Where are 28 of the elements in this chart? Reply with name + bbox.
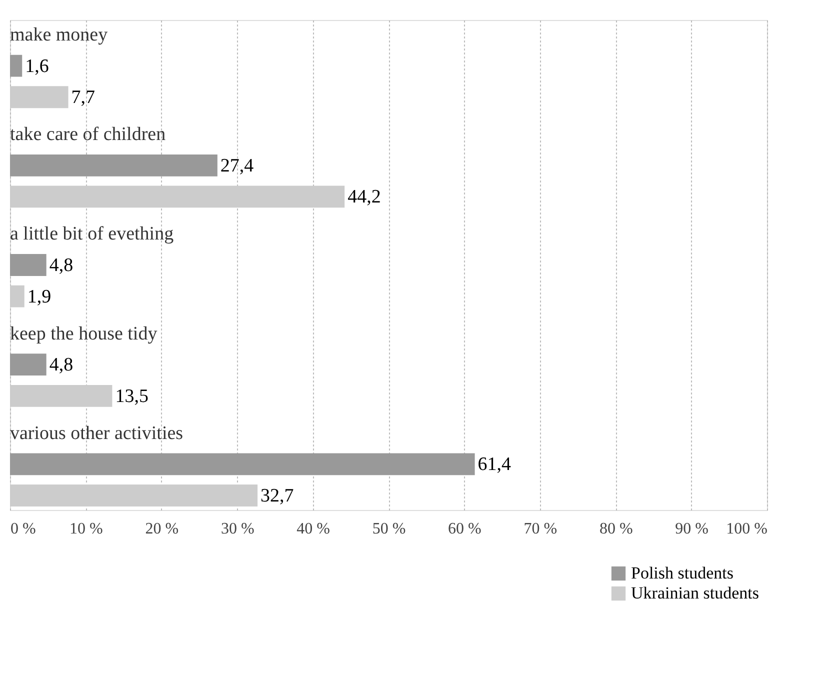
x-tick-label: 0 % xyxy=(10,520,36,538)
data-label: 32,7 xyxy=(260,485,294,506)
data-label: 1,6 xyxy=(25,56,49,77)
data-label: 61,4 xyxy=(478,454,512,476)
data-label: 1,9 xyxy=(27,286,52,308)
x-tick-label: 30 % xyxy=(220,520,254,538)
data-label: 7,7 xyxy=(71,87,96,108)
legend-label: Ukrainian students xyxy=(631,584,759,602)
y-tick-label: keep the house tidy xyxy=(10,323,158,344)
x-tick-label: 100 % xyxy=(726,520,768,538)
x-tick-label: 50 % xyxy=(372,520,406,538)
legend-label: Polish students xyxy=(631,564,734,582)
x-tick-label: 90 % xyxy=(675,520,708,538)
data-label: 44,2 xyxy=(348,186,381,208)
x-tick-label: 20 % xyxy=(145,520,179,538)
data-label: 27,4 xyxy=(220,155,254,176)
y-tick-label: a little bit of evething xyxy=(10,224,174,245)
data-label: 4,8 xyxy=(49,255,74,276)
x-tick-label: 80 % xyxy=(599,520,633,538)
data-label: 13,5 xyxy=(115,386,148,407)
x-tick-label: 40 % xyxy=(296,520,330,538)
y-tick-label: various other activities xyxy=(10,422,184,444)
y-tick-label: take care of children xyxy=(10,124,166,146)
y-tick-label: make money xyxy=(10,24,108,46)
x-tick-label: 60 % xyxy=(448,520,482,538)
x-tick-label: 10 % xyxy=(70,520,103,538)
x-tick-label: 70 % xyxy=(524,520,558,538)
data-label: 4,8 xyxy=(49,354,74,376)
